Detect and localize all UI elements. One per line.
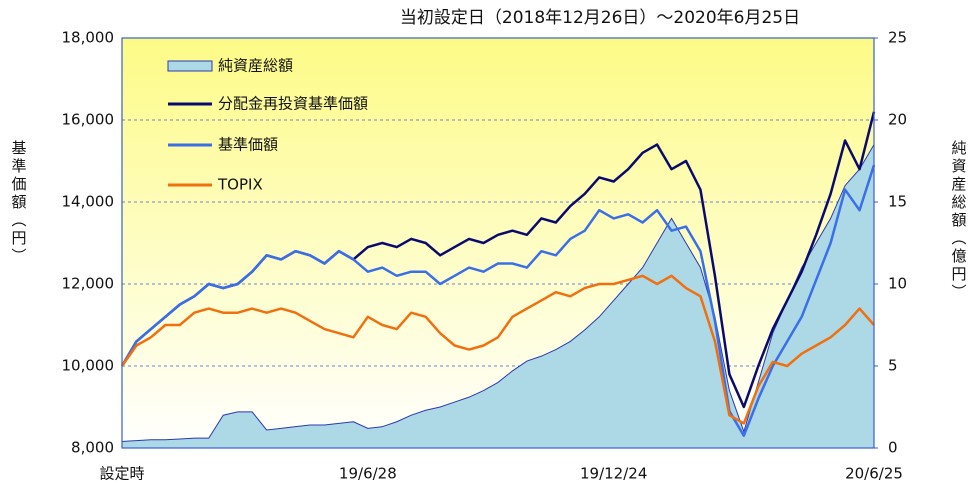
x-tick-label: 設定時 [99, 465, 144, 483]
legend-label: TOPIX [217, 176, 263, 194]
y2-tick-label: 5 [888, 357, 898, 375]
y-tick-label: 16,000 [62, 111, 115, 129]
y-axis-label: 基準価額（円） [10, 140, 28, 266]
legend-label: 純資産総額 [218, 57, 293, 75]
x-tick-label: 20/6/25 [845, 465, 903, 483]
x-tick-label: 19/12/24 [580, 465, 647, 483]
y-tick-label: 18,000 [62, 29, 115, 47]
y-tick-label: 12,000 [62, 275, 115, 293]
y2-axis-label: 純資産総額（億円） [950, 140, 968, 302]
line [120, 274, 875, 425]
y2-tick-label: 10 [888, 275, 907, 293]
y-tick-label: 14,000 [62, 193, 115, 211]
legend-label: 基準価額 [218, 136, 278, 154]
y2-tick-label: 0 [888, 439, 898, 457]
legend-label: 分配金再投資基準価額 [218, 95, 368, 113]
chart-title: 当初設定日（2018年12月26日）～2020年6月25日 [400, 8, 800, 28]
line [120, 164, 876, 437]
y-tick-label: 8,000 [71, 439, 114, 457]
plot-area [122, 38, 874, 448]
y2-tick-label: 25 [888, 29, 907, 47]
area [122, 144, 874, 448]
y2-tick-label: 20 [888, 111, 907, 129]
area-edge [121, 144, 875, 442]
legend-swatch [167, 60, 213, 72]
plot-border [121, 37, 875, 449]
x-tick-label: 19/6/28 [339, 465, 397, 483]
y2-tick-label: 15 [888, 193, 907, 211]
y-tick-label: 10,000 [62, 357, 115, 375]
